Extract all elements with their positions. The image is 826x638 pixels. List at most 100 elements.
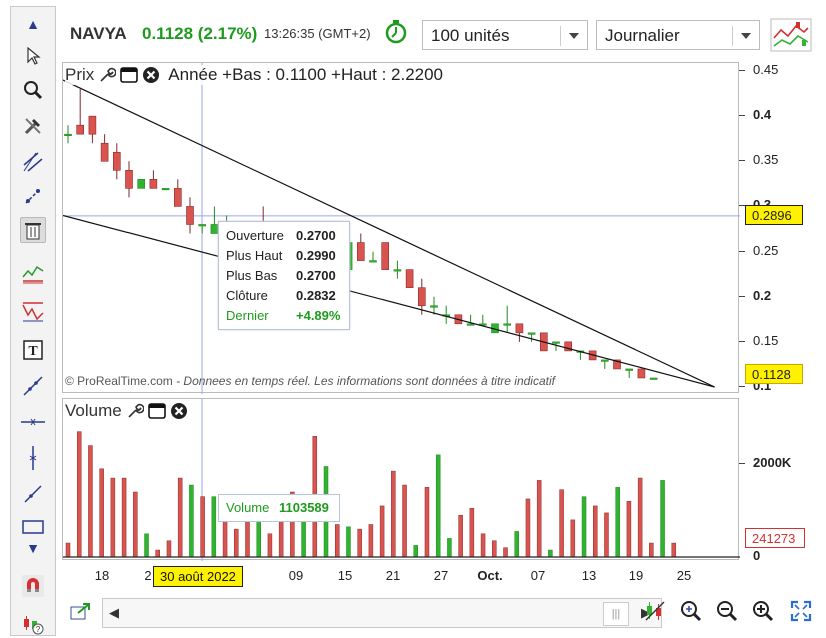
parallel-lines-icon[interactable] [20,149,46,175]
candle-body [210,224,219,234]
time-axis-tick: 07 [530,568,546,583]
price-axis-tick-mark [739,250,745,252]
volume-chart[interactable] [63,399,740,561]
timer-icon[interactable] [384,19,408,50]
price-axis-tick-mark [739,340,745,342]
wrench-icon[interactable] [126,402,145,420]
price-axis-tick: 0.2 [753,287,772,303]
price-axis-tick: 0.45 [753,62,779,77]
magnet-icon[interactable] [20,573,46,599]
candle-body [637,368,646,379]
candle-body [149,179,158,189]
time-scrollbar[interactable]: ◀ ||| ▶ [102,598,662,628]
volume-bar [671,542,677,558]
svg-text:T: T [28,344,38,359]
volume-bar [144,533,149,558]
candle-body [88,115,97,135]
volume-bar [301,517,306,558]
volume-bar [166,540,172,558]
units-select-value: 100 unités [431,26,510,45]
volume-axis-tick: 2000K [753,455,792,471]
time-axis[interactable]: 18 2 09 15 21 27 Oct. 07 13 19 25 [62,562,739,590]
scroll-left-icon[interactable]: ◀ [109,605,119,620]
rectangle-tool-icon[interactable] [20,513,46,539]
text-tool-icon[interactable]: T [20,337,46,363]
maximize-icon[interactable] [120,66,139,84]
tools-icon[interactable] [20,113,46,139]
maximize-icon[interactable] [147,402,166,420]
volume-bar [121,477,127,558]
close-icon[interactable] [142,66,160,84]
candle-body [613,359,621,370]
cursor-icon[interactable] [20,43,46,69]
tooltip-label: Plus Bas [226,268,278,283]
candle-body [76,124,84,135]
candle-body [625,368,634,371]
candle-body [430,305,438,308]
volume-panel-title: Volume [65,401,122,420]
scrollbar-thumb[interactable]: ||| [603,602,629,626]
trend-up-icon[interactable] [20,261,46,287]
volume-bar [424,487,430,558]
volume-bar [402,484,407,558]
magnet-line-icon[interactable] [20,183,46,209]
vertical-line-icon[interactable] [20,445,46,471]
fullscreen-icon[interactable] [786,596,816,626]
candle-body [417,287,426,307]
horizontal-line-icon[interactable] [20,409,46,435]
volume-tooltip: Volume 1103589 [218,494,340,522]
units-select[interactable]: 100 unités [422,20,588,50]
volume-bar [357,528,362,558]
help-candles-icon[interactable]: ? [20,611,46,637]
bottom-toolbar: ◀ ||| ▶ [62,596,824,632]
volume-bar [615,487,620,558]
price-chart[interactable] [63,63,740,394]
price-axis[interactable]: 0.450.40.350.30.250.20.150.10.28960.1128… [739,62,825,563]
volume-bar [649,542,654,558]
volume-bar [626,501,632,558]
export-icon[interactable] [66,596,96,626]
zoom-icon[interactable] [20,77,46,103]
zoom-in-icon[interactable] [748,596,778,626]
svg-text:?: ? [36,625,41,634]
price-axis-tick-mark [739,70,745,71]
ohlc-tooltip: Ouverture 0.2700 Plus Haut 0.2990 Plus Bas 0.… [218,221,350,330]
period-select[interactable]: Journalier [596,20,760,50]
tooltip-value: 0.2700 [296,268,336,283]
scroll-down-icon[interactable]: ▼ [26,540,40,556]
last-price: 0.1128 (2.17%) [142,24,258,43]
zoom-fit-icon[interactable] [676,596,706,626]
volume-bar [379,505,385,558]
price-axis-tick-mark [739,115,745,117]
price-panel[interactable]: Prix Année +Bas : 0.1100 +Haut : 2.2200 … [62,62,740,394]
scroll-up-icon[interactable]: ▲ [26,16,40,32]
line-tool-icon[interactable] [20,373,46,399]
trend-down-icon[interactable] [20,299,46,325]
watermark-brand: © ProRealTime.com [65,374,173,388]
tooltip-label: Dernier [226,308,269,323]
volume-bar [368,524,374,558]
segment-tool-icon[interactable] [20,481,46,507]
zoom-out-icon[interactable] [712,596,742,626]
watermark: © ProRealTime.com - Donnees en temps rée… [65,374,555,388]
tooltip-label: Ouverture [226,228,284,243]
close-icon[interactable] [170,402,188,420]
price-axis-tick: 0.25 [753,242,779,258]
trendline [63,79,715,388]
volume-bar [346,526,351,558]
tooltip-label: Plus Haut [226,248,283,263]
wrench-icon[interactable] [98,66,117,84]
tooltip-value: 0.2832 [296,288,336,303]
scroll-right-icon[interactable]: ▶ [641,605,651,620]
indicators-icon[interactable] [770,18,812,57]
tooltip-label: Clôture [226,288,268,303]
candles-settings-icon[interactable] [640,596,670,626]
volume-panel-header: Volume [65,401,188,421]
volume-panel[interactable]: Volume [62,398,740,561]
trash-icon[interactable] [20,217,46,243]
quote-time: 13:26:35 (GMT+2) [264,26,371,41]
volume-bar [200,496,205,558]
tooltip-value: 0.2700 [296,228,336,243]
crosshair-price-label: 0.2896 [745,204,803,225]
volume-bar [99,468,104,558]
